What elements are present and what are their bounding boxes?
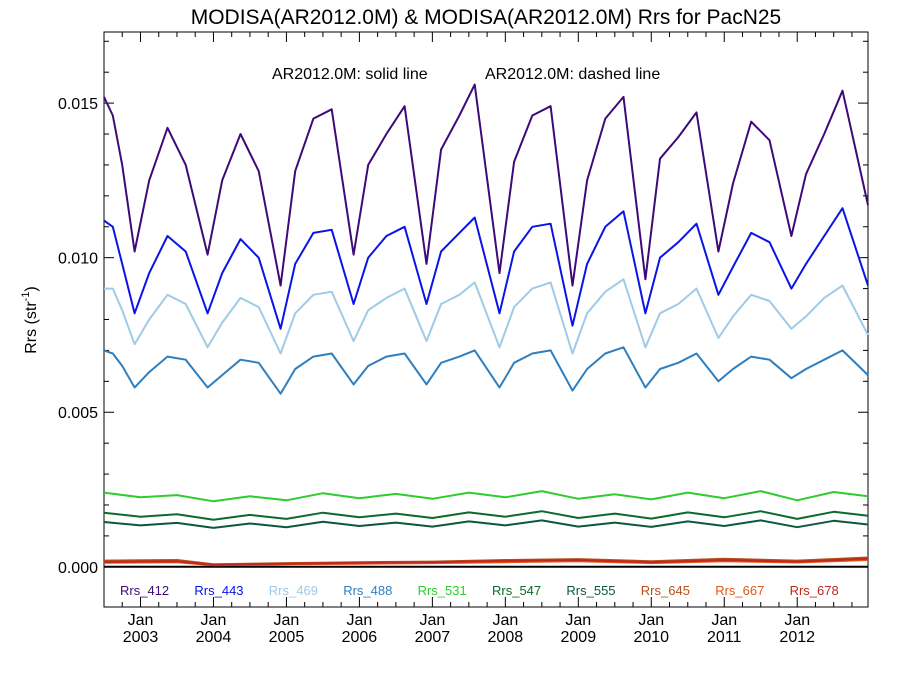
x-tick-month: Jan <box>638 612 664 629</box>
legend-entry: Rrs_443 <box>194 583 243 598</box>
legend-entry: Rrs_412 <box>120 583 169 598</box>
series-line-rrs-443 <box>103 207 869 330</box>
legend-entry: Rrs_555 <box>566 583 615 598</box>
y-axis-label-sup: -1 <box>20 292 32 302</box>
x-tick-year: 2011 <box>707 629 742 646</box>
legend-entry: Rrs_645 <box>641 583 690 598</box>
x-tick-year: 2006 <box>342 629 378 646</box>
y-axis-label: Rrs (str-1) <box>20 286 40 354</box>
series-line-rrs-488 <box>103 346 869 395</box>
legend-entry: Rrs_667 <box>715 583 764 598</box>
legend-entry: Rrs_488 <box>343 583 392 598</box>
y-tick-label: 0.005 <box>58 405 98 422</box>
legend-entry: Rrs_678 <box>790 583 839 598</box>
x-tick-year: 2007 <box>415 629 451 646</box>
x-tick-year: 2003 <box>123 629 159 646</box>
series-line-rrs-469 <box>104 278 869 355</box>
x-tick-month: Jan <box>784 612 810 629</box>
x-tick-month: Jan <box>201 612 227 629</box>
x-tick-year: 2012 <box>779 629 815 646</box>
x-tick-month: Jan <box>711 612 737 629</box>
x-tick-month: Jan <box>565 612 591 629</box>
series-line-rrs-555 <box>103 519 869 529</box>
x-tick-month: Jan <box>274 612 300 629</box>
y-axis-label-close: ) <box>23 286 40 291</box>
series-line-rrs-531 <box>103 490 869 503</box>
series-line-rrs-412 <box>103 83 869 287</box>
x-tick-year: 2010 <box>633 629 669 646</box>
annotation-dashed: AR2012.0M: dashed line <box>485 66 660 83</box>
y-tick-label: 0.015 <box>58 96 98 113</box>
legend-entry: Rrs_469 <box>269 583 318 598</box>
annotation-solid: AR2012.0M: solid line <box>272 66 428 83</box>
x-tick-month: Jan <box>128 612 154 629</box>
x-tick-year: 2004 <box>196 629 232 646</box>
legend-entry: Rrs_531 <box>418 583 467 598</box>
x-tick-month: Jan <box>419 612 445 629</box>
series-line-rrs-547 <box>103 510 869 521</box>
x-tick-year: 2009 <box>561 629 597 646</box>
legend-entry: Rrs_547 <box>492 583 541 598</box>
y-axis-label-main: Rrs (str <box>23 301 40 354</box>
y-tick-label: 0.010 <box>58 251 98 268</box>
x-tick-month: Jan <box>492 612 518 629</box>
x-tick-year: 2005 <box>269 629 305 646</box>
chart-title: MODISA(AR2012.0M) & MODISA(AR2012.0M) Rr… <box>191 6 782 29</box>
x-tick-year: 2008 <box>488 629 524 646</box>
y-tick-label: 0.000 <box>58 560 98 577</box>
x-tick-month: Jan <box>346 612 372 629</box>
series-line-rrs-678 <box>103 557 869 566</box>
plot-area: 0.0000.0050.0100.015Jan2003Jan2004Jan200… <box>58 31 869 646</box>
